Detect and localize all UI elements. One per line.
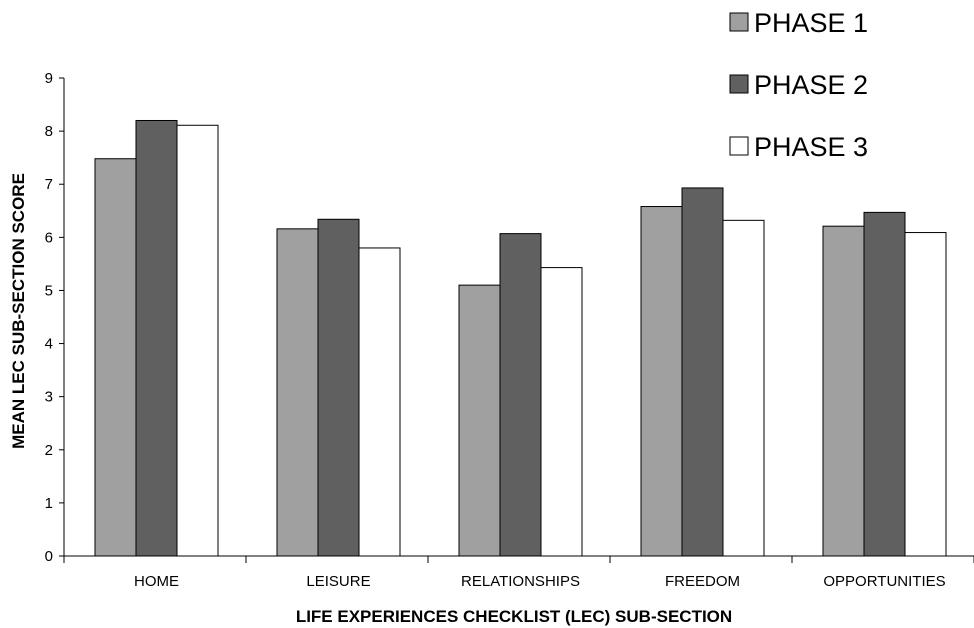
legend-label: PHASE 2 (754, 70, 868, 100)
x-tick-label: HOME (134, 573, 179, 590)
bar-phase-2 (499, 233, 542, 557)
bar-phase-3 (540, 267, 583, 557)
plot-area: 0 1 2 3 4 5 6 7 8 9 HOME LEISURE RELATIONSHIPS FREEDO… (45, 70, 974, 590)
bar-phase-3 (176, 124, 219, 557)
bar-phase-1 (276, 228, 319, 557)
y-tick-label: 5 (45, 282, 53, 299)
legend-label: PHASE 1 (754, 8, 868, 38)
y-tick-label: 9 (45, 70, 53, 87)
bar-phase-1 (822, 225, 865, 557)
bar-phase-2 (317, 218, 360, 557)
bar-phase-3 (358, 247, 401, 557)
y-tick-label: 6 (45, 229, 53, 246)
y-tick-label: 8 (45, 123, 53, 140)
x-axis-title: LIFE EXPERIENCES CHECKLIST (LEC) SUB-SEC… (296, 607, 732, 626)
y-tick-label: 2 (45, 442, 53, 459)
x-tick-label: FREEDOM (665, 573, 740, 590)
bar-phase-3 (904, 232, 947, 557)
bar-phase-1 (640, 206, 683, 557)
y-tick-label: 4 (45, 336, 53, 353)
y-tick-label: 7 (45, 176, 53, 193)
legend-swatch (729, 74, 749, 94)
x-tick-label: RELATIONSHIPS (461, 573, 580, 590)
x-tick-label: LEISURE (306, 573, 370, 590)
bar-phase-1 (458, 284, 501, 557)
y-axis-title: MEAN LEC SUB-SECTION SCORE (9, 173, 28, 449)
bar-phase-2 (863, 211, 906, 557)
legend-label: PHASE 3 (754, 132, 868, 162)
legend-swatch (729, 136, 749, 156)
legend-swatch (729, 12, 749, 32)
legend: PHASE 1 PHASE 2 PHASE 3 (729, 8, 868, 162)
y-tick-label: 3 (45, 389, 53, 406)
bar-phase-2 (135, 119, 178, 557)
y-tick-label: 0 (45, 548, 53, 565)
bar-phase-1 (94, 158, 137, 557)
x-tick-label: OPPORTUNITIES (823, 573, 945, 590)
y-tick-label: 1 (45, 495, 53, 512)
bar-phase-2 (681, 187, 724, 557)
bar-phase-3 (722, 219, 765, 557)
